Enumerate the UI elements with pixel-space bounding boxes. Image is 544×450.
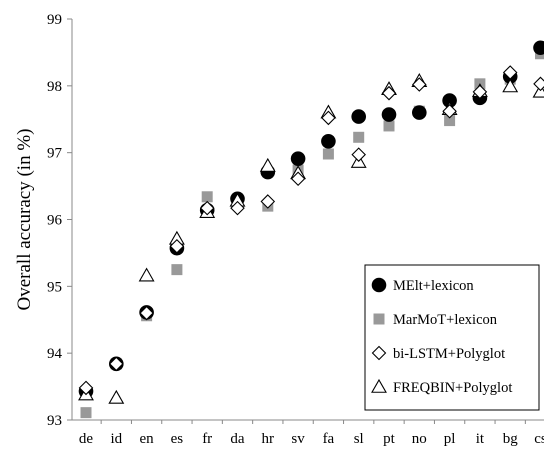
legend-label: bi-LSTM+Polyglot [393,346,505,362]
data-point [533,40,544,55]
x-tick-label: cs [534,431,544,447]
x-tick-label: sv [291,431,305,447]
y-axis-label: Overall accuracy (in %) [14,129,35,311]
x-tick-label: es [171,431,184,447]
x-tick-label: pl [444,431,456,447]
y-tick-label: 99 [47,12,62,28]
y-tick-label: 98 [47,79,62,95]
data-point [261,159,275,171]
data-point [384,120,395,131]
data-point [382,107,397,122]
data-point [202,191,213,202]
data-point [171,264,182,275]
x-tick-label: it [476,431,485,447]
y-tick-label: 94 [47,346,63,362]
data-point [351,109,366,124]
x-tick-label: bg [503,431,519,447]
legend-label: MElt+lexicon [393,278,474,294]
x-tick-label: pt [383,431,396,447]
data-point [352,148,365,161]
x-tick-label: de [79,431,94,447]
legend-label: MarMoT+lexicon [393,312,498,328]
legend-marker [372,278,387,293]
x-tick-label: da [230,431,245,447]
data-point [109,391,123,403]
data-point [412,105,427,120]
x-tick-label: hr [262,431,275,447]
y-tick-label: 96 [47,213,63,229]
y-tick-label: 93 [47,413,62,429]
data-point [140,269,154,281]
data-point [291,151,306,166]
x-axis-ticks: de id en es fr da hr sv fa sl pt no pl it bg cs [79,420,544,447]
y-tick-label: 97 [47,146,63,162]
x-tick-label: id [110,431,122,447]
x-tick-label: sl [354,431,364,447]
x-tick-label: fr [202,431,212,447]
y-axis-ticks: 93 94 95 96 97 98 99 [47,12,72,429]
data-point [353,132,364,143]
data-point [81,407,92,418]
x-tick-label: fa [323,431,335,447]
x-tick-label: en [140,431,155,447]
data-point [321,134,336,149]
data-point [534,77,544,90]
data-point [383,87,396,100]
data-point [413,78,426,91]
legend: MElt+lexicon MarMoT+lexicon bi-LSTM+Polygl… [365,265,539,410]
data-point [323,149,334,160]
legend-label: FREQBIN+Polyglot [393,380,512,396]
legend-marker [374,314,385,325]
y-tick-label: 95 [47,279,62,295]
x-tick-label: no [412,431,427,447]
